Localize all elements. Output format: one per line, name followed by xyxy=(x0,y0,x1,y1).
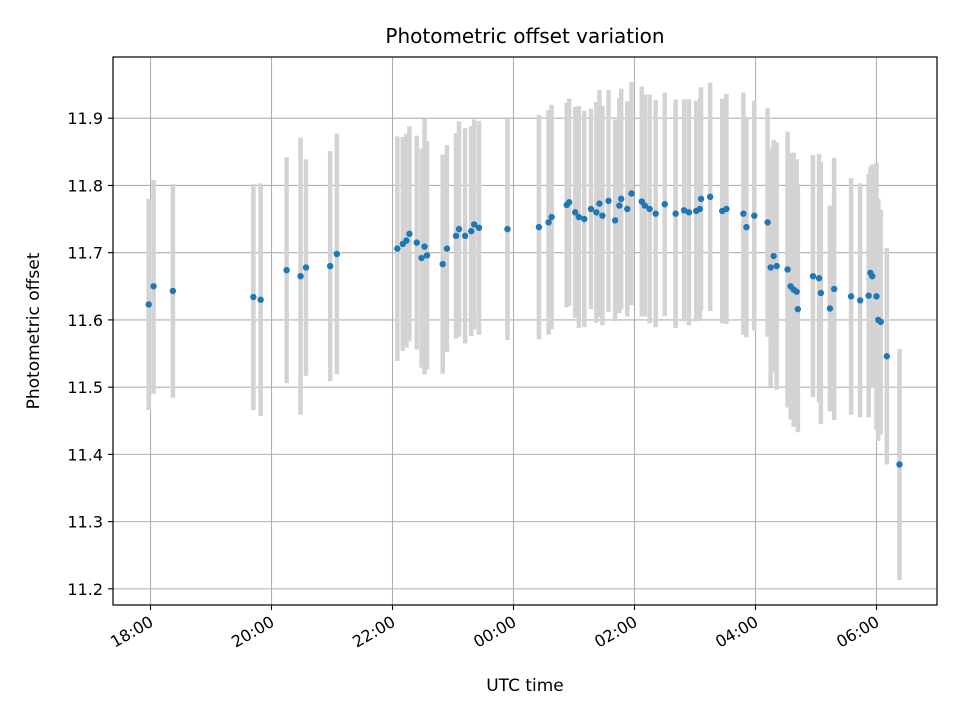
y-tick-label: 11.2 xyxy=(67,580,103,599)
data-point xyxy=(826,305,834,312)
y-tick-label: 11.3 xyxy=(67,513,103,532)
data-point xyxy=(767,264,774,271)
data-point xyxy=(706,193,714,201)
data-point xyxy=(869,273,876,280)
data-point xyxy=(418,254,425,262)
data-point xyxy=(169,287,177,295)
data-point xyxy=(421,243,428,250)
data-point xyxy=(257,296,264,303)
data-point xyxy=(326,262,334,270)
data-point xyxy=(403,237,410,244)
data-point xyxy=(641,202,648,209)
data-point xyxy=(581,215,588,223)
data-point xyxy=(661,201,668,208)
data-point xyxy=(770,252,777,260)
data-point xyxy=(413,239,420,246)
grid xyxy=(113,57,937,605)
data-point xyxy=(672,210,679,217)
data-point xyxy=(467,227,475,235)
data-point xyxy=(817,289,825,297)
x-axis-title: UTC time xyxy=(486,676,564,696)
data-point xyxy=(697,195,705,203)
y-axis: 11.2 11.3 11.4 11.5 11.6 11.7 11.8 11.9 xyxy=(67,109,113,599)
data-point xyxy=(611,217,619,224)
data-point xyxy=(616,202,623,209)
y-tick-label: 11.8 xyxy=(67,176,103,195)
data-point xyxy=(723,205,730,213)
data-point xyxy=(593,209,600,216)
data-point xyxy=(680,207,688,214)
chart-title: Photometric offset variation xyxy=(385,24,664,48)
data-point xyxy=(545,219,552,226)
data-point xyxy=(646,205,653,213)
data-point xyxy=(250,293,257,301)
data-point xyxy=(406,230,413,238)
data-point xyxy=(743,223,750,231)
data-point xyxy=(470,221,478,228)
data-point xyxy=(873,293,880,300)
data-point xyxy=(624,205,631,213)
y-tick-label: 11.7 xyxy=(67,244,103,263)
data-point xyxy=(740,210,747,217)
data-point xyxy=(896,461,903,468)
y-axis-title: Photometric offset xyxy=(24,252,44,409)
data-point xyxy=(605,197,612,205)
data-point xyxy=(475,224,483,231)
data-point xyxy=(333,250,341,258)
data-point xyxy=(504,225,511,233)
data-point xyxy=(297,273,304,280)
y-tick-label: 11.6 xyxy=(67,311,103,330)
data-point xyxy=(575,213,583,221)
y-tick-label: 11.4 xyxy=(67,445,103,464)
data-point xyxy=(145,301,152,308)
data-point xyxy=(793,288,800,295)
data-point xyxy=(784,266,791,273)
data-point xyxy=(809,273,817,280)
data-point xyxy=(596,200,603,207)
data-point xyxy=(865,292,872,299)
y-tick-label: 11.9 xyxy=(67,109,103,128)
data-point xyxy=(302,264,310,271)
data-point xyxy=(847,293,855,300)
data-point xyxy=(830,285,838,293)
y-tick-label: 11.5 xyxy=(67,378,103,397)
data-point xyxy=(764,219,771,226)
data-point xyxy=(443,245,451,252)
data-points xyxy=(145,190,903,468)
data-point xyxy=(652,210,659,217)
data-point xyxy=(773,262,780,270)
data-point xyxy=(283,266,290,274)
data-point xyxy=(856,297,864,304)
data-point xyxy=(548,213,555,221)
plot-frame xyxy=(112,56,938,606)
data-point xyxy=(461,232,469,240)
data-point xyxy=(751,212,758,219)
data-point xyxy=(150,283,157,290)
data-point xyxy=(587,205,595,213)
data-point xyxy=(815,275,823,282)
data-point xyxy=(394,245,401,252)
data-point xyxy=(455,225,463,233)
data-point xyxy=(696,205,704,213)
data-point xyxy=(452,232,460,240)
data-point xyxy=(685,209,693,216)
data-point xyxy=(572,209,579,216)
data-point xyxy=(877,318,884,326)
data-point xyxy=(565,199,573,206)
data-point xyxy=(794,305,802,313)
data-point xyxy=(599,212,606,219)
data-point xyxy=(439,260,446,268)
data-point xyxy=(617,195,625,203)
data-point xyxy=(535,223,543,231)
data-point xyxy=(628,190,635,197)
data-point xyxy=(883,353,890,360)
data-point xyxy=(423,252,431,259)
